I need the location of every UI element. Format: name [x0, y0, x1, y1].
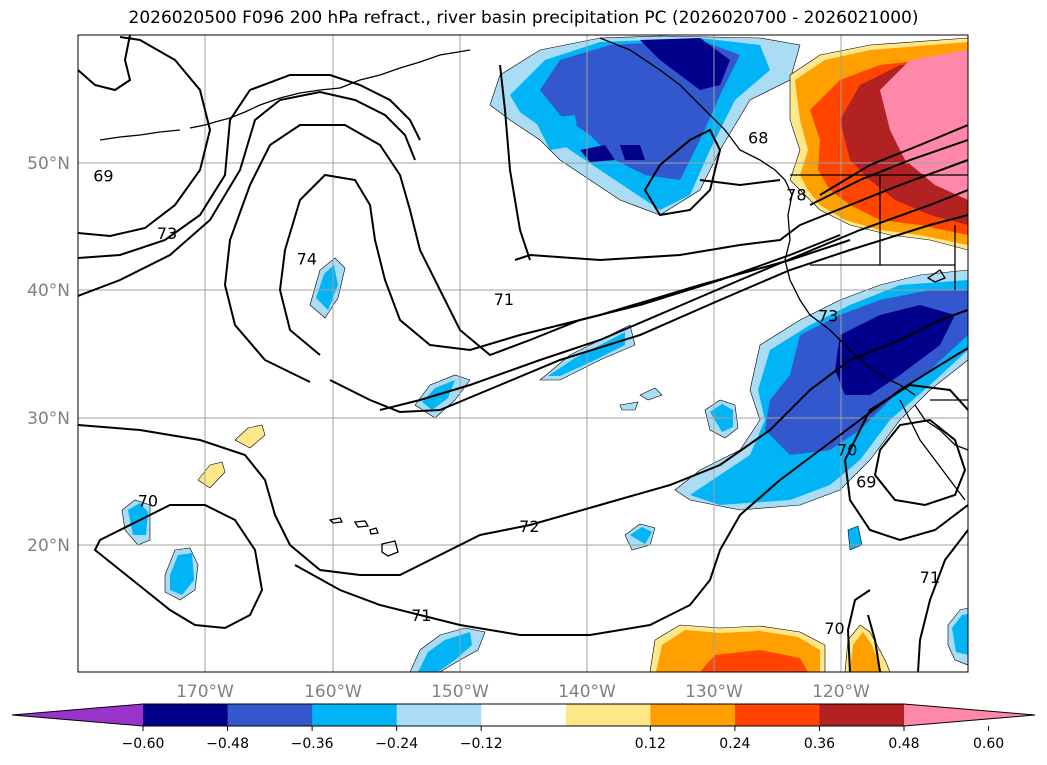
- colorbar-extend-high: [904, 704, 1035, 726]
- colorbar-tick-label: 0.48: [888, 736, 919, 752]
- colorbar-tick-label: −0.48: [206, 736, 249, 752]
- contour-label: 78: [786, 186, 806, 205]
- colorbar-segment: [312, 704, 398, 726]
- map-title: 2026020500 F096 200 hPa refract., river …: [128, 8, 919, 28]
- lat-label-40: 40°N: [27, 281, 70, 301]
- colorbar-tick-label: 0.60: [973, 736, 1004, 752]
- colorbar-extend-low: [12, 704, 143, 726]
- contour-label: 70: [138, 491, 158, 510]
- contour-label: 73: [157, 224, 177, 243]
- colorbar-tick-label: 0.12: [635, 736, 666, 752]
- lat-label-50: 50°N: [27, 154, 70, 174]
- coastlines: [99, 37, 968, 557]
- lon-label-170w: 170°W: [176, 682, 234, 702]
- contour-label: 71: [494, 290, 514, 309]
- precip-shading: [121, 35, 968, 672]
- colorbar-segment: [565, 704, 651, 726]
- colorbar-tick-label: −0.12: [460, 736, 503, 752]
- colorbar: −0.60 −0.48 −0.36 −0.24 −0.12 0.12 0.24 0.36 0.4…: [11, 703, 1036, 752]
- longitude-labels: 170°W 160°W 150°W 140°W 130°W 120°W: [176, 682, 870, 702]
- contour-label: 72: [519, 517, 539, 536]
- lon-label-150w: 150°W: [431, 682, 489, 702]
- contour-label: 69: [856, 472, 876, 491]
- lat-label-20: 20°N: [27, 536, 70, 556]
- colorbar-tick-label: −0.36: [291, 736, 334, 752]
- lon-label-130w: 130°W: [685, 682, 743, 702]
- contour-label: 74: [297, 249, 317, 268]
- lon-label-120w: 120°W: [812, 682, 870, 702]
- colorbar-segment: [143, 704, 229, 726]
- colorbar-segment: [396, 704, 482, 726]
- colorbar-segment: [819, 704, 905, 726]
- colorbar-tick-label: 0.24: [719, 736, 750, 752]
- colorbar-segment: [650, 704, 736, 726]
- colorbar-segment: [734, 704, 820, 726]
- contour-label: 71: [920, 568, 940, 587]
- contour-label: 68: [748, 128, 768, 147]
- colorbar-segment: [227, 704, 313, 726]
- latitude-labels: 20°N 30°N 40°N 50°N: [27, 154, 70, 556]
- plot-frame: [77, 34, 969, 673]
- contour-labels: 69 73 74 71 72 71 70 68 78 73 70 69 71 70: [93, 128, 940, 638]
- colorbar-tick-label: 0.36: [804, 736, 835, 752]
- refractivity-contours: [78, 35, 968, 672]
- contour-label: 69: [93, 167, 113, 186]
- lon-label-160w: 160°W: [304, 682, 362, 702]
- colorbar-tick-label: −0.60: [122, 736, 165, 752]
- colorbar-tick-label: −0.24: [375, 736, 418, 752]
- plot-area: 69 73 74 71 72 71 70 68 78 73 70 69 71 70: [78, 35, 968, 672]
- contour-label: 70: [837, 440, 857, 459]
- contour-label: 70: [824, 619, 844, 638]
- contour-label: 71: [411, 606, 431, 625]
- lon-label-140w: 140°W: [558, 682, 616, 702]
- lat-label-30: 30°N: [27, 409, 70, 429]
- contour-label: 73: [818, 307, 838, 326]
- colorbar-segment: [481, 704, 567, 726]
